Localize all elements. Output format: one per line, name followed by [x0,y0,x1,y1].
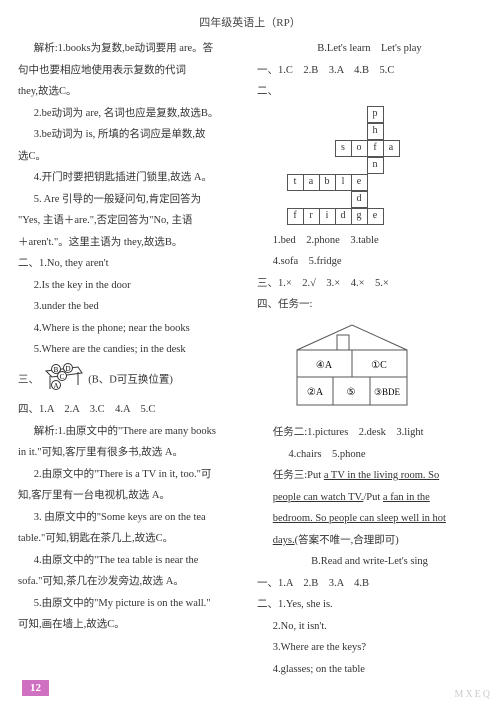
section-b2-title: B.Read and write-Let's sing [257,551,482,573]
analysis-line: 4.开门时要把钥匙插进门锁里,故选 A。 [18,167,243,189]
page-number: 12 [22,680,49,696]
analysis-line: 5. Are 引导的一般疑问句,肯定回答为 [18,189,243,211]
analysis-line: 句中也要相应地使用表示复数的代词 [18,60,243,82]
analysis-line: ＋aren't."。这里主语为 they,故选B。 [18,232,243,254]
watermark: MXEQ [455,689,492,700]
svg-text:⑤: ⑤ [347,387,356,398]
section-3-label: 三、 [18,374,39,385]
analysis-line: they,故选C。 [18,81,243,103]
crossword-answers: 4.sofa 5.fridge [257,251,482,273]
b-section-2-3: 3.Where are the keys? [257,637,482,659]
analysis-line: "Yes, 主语＋are.",否定回答为"No, 主语 [18,210,243,232]
answer-line: 2.Is the key in the door [18,275,243,297]
analysis-line: 可知,画在墙上,故选C。 [18,614,243,636]
analysis-line: in it."可知,客厅里有很多书,故选 A。 [18,442,243,464]
page-header: 四年级英语上（RP） [0,0,500,38]
underlined-text: people can watch TV. [273,492,364,503]
section-2-header: 二、 [257,81,482,103]
text: /Put [363,492,383,503]
b-section-2-4: 4.glasses; on the table [257,659,482,681]
crossword-answers: 1.bed 2.phone 3.table [257,230,482,252]
analysis-line: table."可知,钥匙在茶几上,故选C。 [18,528,243,550]
underlined-text: days. [273,535,295,546]
analysis-line: 4.由原文中的"The tea table is near the [18,550,243,572]
svg-text:③BDE: ③BDE [374,387,401,397]
svg-text:④A: ④A [316,360,333,371]
underlined-text: a TV in the living room. So [324,470,439,481]
analysis-line: sofa."可知,茶几在沙发旁边,故选 A。 [18,571,243,593]
analysis-line: 2.由原文中的"There is a TV in it, too."可 [18,464,243,486]
underlined-text: a fan in the [383,492,430,503]
right-column: B.Let's learn Let's play 一、1.C 2.B 3.A 4… [257,38,482,680]
svg-text:②A: ②A [307,387,324,398]
section-b-title: B.Let's learn Let's play [257,38,482,60]
section-3-answers: 三、1.× 2.√ 3.× 4.× 5.× [257,273,482,295]
section-1-answers: 一、1.C 2.B 3.A 4.B 5.C [257,60,482,82]
svg-text:①C: ①C [371,360,387,371]
section-3: 三、 B D C A (B、D可互换位置) [18,361,243,400]
table-icon: B D C A [42,361,86,400]
analysis-line: 解析:1.books为复数,be动词要用 are。答 [18,38,243,60]
task-3-line: 任务三:Put a TV in the living room. So [257,465,482,487]
answer-line: 3.under the bed [18,296,243,318]
left-column: 解析:1.books为复数,be动词要用 are。答 句中也要相应地使用表示复数… [18,38,243,680]
house-diagram: ④A ①C ②A ⑤ ③BDE [287,320,482,419]
analysis-line: 3. 由原文中的"Some keys are on the tea [18,507,243,529]
svg-text:D: D [65,365,70,373]
section-4-header: 四、任务一: [257,294,482,316]
analysis-line: 2.be动词为 are, 名词也应是复数,故选B。 [18,103,243,125]
svg-text:C: C [59,373,64,381]
crossword-puzzle: phsofantabledfridge [287,107,482,226]
svg-text:B: B [53,366,58,374]
answer-line: 4.Where is the phone; near the books [18,318,243,340]
task-3-line: people can watch TV./Put a fan in the [257,487,482,509]
task-2b: 4.chairs 5.phone [257,444,482,466]
section-4-header: 四、1.A 2.A 3.C 4.A 5.C [18,399,243,421]
analysis-line: 知,客厅里有一台电视机,故选 A。 [18,485,243,507]
content-columns: 解析:1.books为复数,be动词要用 are。答 句中也要相应地使用表示复数… [0,38,500,680]
analysis-line: 解析:1.由原文中的"There are many books [18,421,243,443]
section-3-note: (B、D可互换位置) [88,374,173,385]
text: 任务三:Put [273,470,324,481]
underlined-text: bedroom. So people can sleep well in hot [273,513,446,524]
task-2: 任务二:1.pictures 2.desk 3.light [257,422,482,444]
task-3-line: days.(答案不唯一,合理即可) [257,530,482,552]
b-section-2-2: 2.No, it isn't. [257,616,482,638]
text: (答案不唯一,合理即可) [295,535,399,546]
analysis-line: 3.be动词为 is, 所填的名词应是单数,故 [18,124,243,146]
answer-line: 5.Where are the candies; in the desk [18,339,243,361]
b-section-2-1: 二、1.Yes, she is. [257,594,482,616]
section-2-header: 二、1.No, they aren't [18,253,243,275]
task-3-line: bedroom. So people can sleep well in hot [257,508,482,530]
analysis-line: 5.由原文中的"My picture is on the wall." [18,593,243,615]
svg-text:A: A [53,382,58,390]
b-section-1: 一、1.A 2.B 3.A 4.B [257,573,482,595]
analysis-line: 选C。 [18,146,243,168]
